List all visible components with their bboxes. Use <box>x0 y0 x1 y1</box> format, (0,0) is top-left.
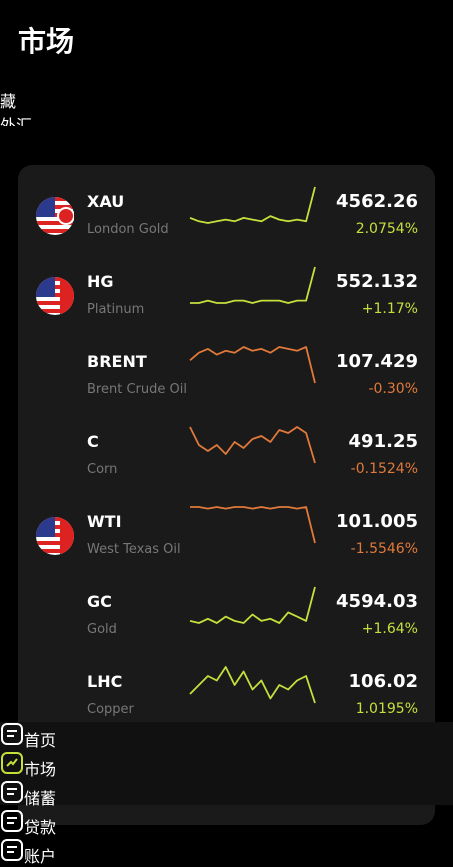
symbol: LHC <box>87 672 123 691</box>
sparkline-path <box>189 346 316 384</box>
subtitle: Corn <box>87 462 118 477</box>
price: 106.02 <box>348 671 418 692</box>
price: 4562.26 <box>336 191 418 212</box>
tab[interactable]: 藏 <box>0 92 17 111</box>
nav-item[interactable]: 账户 <box>0 838 453 867</box>
nav-item[interactable]: 储蓄 <box>0 780 453 809</box>
change: 1.0195% <box>355 701 418 717</box>
sparkline-path <box>189 186 316 224</box>
subtitle: Copper <box>87 702 134 717</box>
price: 107.429 <box>336 351 418 372</box>
symbol: GC <box>87 592 112 611</box>
subtitle: West Texas Oil <box>87 542 181 557</box>
subtitle: Brent Crude Oil <box>87 382 187 397</box>
sparkline-path <box>189 666 316 704</box>
change: -1.5546% <box>350 541 418 557</box>
change: 2.0754% <box>355 221 418 237</box>
price: 552.132 <box>336 271 418 292</box>
nav-label: 储蓄 <box>24 789 57 808</box>
nav-icon <box>1 723 23 745</box>
bottom-nav: 首页市场储蓄贷款账户 <box>0 722 453 866</box>
sparkline <box>189 586 316 624</box>
nav-label: 首页 <box>24 731 57 750</box>
sparkline-path <box>189 586 316 624</box>
sparkline-path <box>189 426 316 464</box>
flag-icon <box>36 277 74 315</box>
symbol: HG <box>87 272 114 291</box>
nav-label: 市场 <box>24 760 57 779</box>
nav-icon <box>1 810 23 832</box>
change: -0.30% <box>368 381 418 397</box>
change: +1.64% <box>361 621 418 637</box>
sparkline <box>189 346 316 384</box>
nav-label: 贷款 <box>24 818 57 837</box>
symbol: BRENT <box>87 352 147 371</box>
flag-icon <box>36 517 74 555</box>
sparkline <box>190 266 316 304</box>
price: 491.25 <box>348 431 418 452</box>
nav-item[interactable]: 市场 <box>0 751 453 780</box>
page-title: 市场 <box>18 25 75 58</box>
nav-label: 账户 <box>24 847 57 866</box>
subtitle: Platinum <box>87 302 145 317</box>
sparkline-path <box>190 266 316 304</box>
tab[interactable]: 外汇 <box>0 116 33 126</box>
nav-item[interactable]: 首页 <box>0 722 453 751</box>
nav-icon <box>1 839 23 861</box>
symbol: WTI <box>87 512 122 531</box>
flag-icon <box>36 197 74 235</box>
sparkline <box>189 666 316 704</box>
nav-icon <box>1 781 23 803</box>
subtitle: London Gold <box>87 222 169 237</box>
nav-icon <box>1 752 23 774</box>
sparkline-path <box>190 506 316 544</box>
symbol: XAU <box>87 192 125 211</box>
price: 4594.03 <box>336 591 418 612</box>
symbol: C <box>87 432 99 451</box>
subtitle: Gold <box>87 622 117 637</box>
tab-bar: 藏外汇股票期货加密货币ETF <box>0 88 453 126</box>
nav-item[interactable]: 贷款 <box>0 809 453 838</box>
rows: XAU London Gold 4562.26 2.0754% HG Platinum 55… <box>87 186 418 717</box>
change: -0.1524% <box>350 461 418 477</box>
sparkline <box>189 186 316 224</box>
change: +1.17% <box>361 301 418 317</box>
sparkline <box>189 426 316 464</box>
price: 101.005 <box>336 511 418 532</box>
sparkline <box>190 506 316 544</box>
market-card <box>18 165 435 825</box>
